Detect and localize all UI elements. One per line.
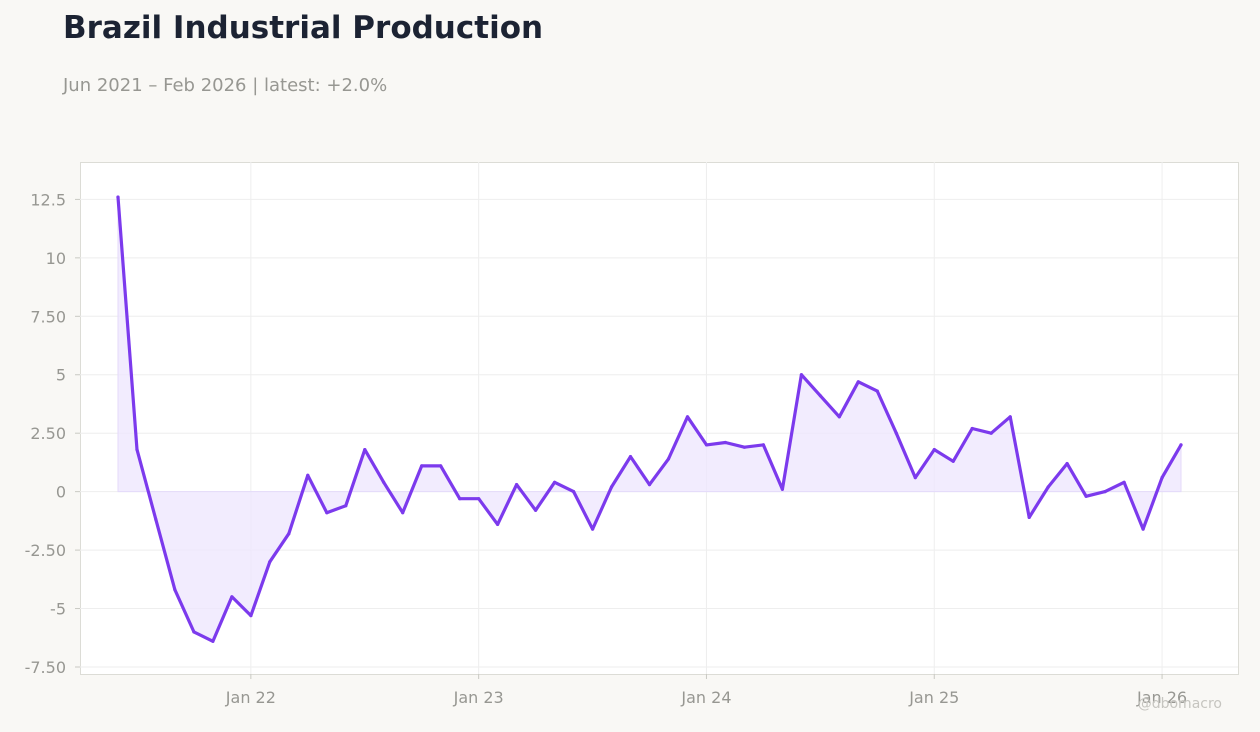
data-point <box>1027 515 1031 520</box>
x-tick-label: Jan 22 <box>225 688 276 707</box>
y-tick-label: 0 <box>56 483 66 502</box>
series-points <box>116 195 1183 643</box>
data-point <box>1008 415 1012 419</box>
data-point <box>1179 443 1183 447</box>
data-point <box>363 448 367 452</box>
data-point <box>420 464 424 468</box>
data-point <box>287 532 291 536</box>
y-tick-label: -5 <box>50 600 66 619</box>
y-axis-ticks: -7.50 -5 -2.50 0 2.50 5 7.50 10 12.5 <box>25 190 80 677</box>
y-tick-label: 10 <box>46 249 66 268</box>
data-point <box>325 511 329 515</box>
data-point <box>572 490 576 494</box>
data-point <box>970 426 974 431</box>
data-point <box>1084 494 1088 498</box>
data-point <box>401 511 405 515</box>
data-point <box>628 455 633 459</box>
data-point <box>515 483 519 487</box>
data-point <box>1046 485 1050 489</box>
x-axis-ticks: Jan 22 Jan 23 Jan 24 Jan 25 Jan 26 <box>225 674 1187 707</box>
data-point <box>192 630 196 634</box>
data-point <box>932 448 936 452</box>
data-point <box>723 440 728 445</box>
data-point <box>609 485 614 489</box>
data-point <box>780 487 785 491</box>
data-point <box>382 480 386 484</box>
y-tick-label: 2.50 <box>30 424 66 443</box>
data-point <box>439 464 443 468</box>
data-point <box>230 595 234 599</box>
data-point <box>818 394 823 398</box>
data-point <box>458 497 462 501</box>
data-point <box>704 443 709 447</box>
data-point <box>477 497 481 501</box>
data-point <box>1141 527 1145 531</box>
data-point <box>154 518 158 522</box>
y-tick-label: 7.50 <box>30 307 66 326</box>
data-point <box>837 415 841 419</box>
watermark: @dbomacro <box>1137 696 1222 712</box>
y-tick-label: -7.50 <box>25 658 66 677</box>
chart-title: Brazil Industrial Production <box>63 10 544 46</box>
x-tick-label: Jan 26 <box>1136 688 1187 707</box>
y-tick-label: 12.5 <box>30 190 66 209</box>
data-point <box>799 373 804 377</box>
data-point <box>268 560 272 564</box>
plot-area <box>80 162 1239 675</box>
data-point <box>249 614 253 618</box>
data-point <box>173 588 177 592</box>
data-point <box>894 431 898 435</box>
data-point <box>534 508 538 512</box>
data-point <box>306 473 310 477</box>
data-point <box>647 483 652 487</box>
data-point <box>913 476 917 480</box>
data-point <box>116 195 120 199</box>
chart-subtitle: Jun 2021 – Feb 2026 | latest: +2.0% <box>63 75 388 96</box>
data-point <box>989 431 993 435</box>
x-tick-label: Jan 24 <box>680 688 731 707</box>
data-point <box>856 380 860 384</box>
data-point <box>951 459 955 463</box>
data-point <box>761 443 766 447</box>
data-point <box>666 457 671 461</box>
data-point <box>875 389 879 393</box>
data-point <box>553 480 557 484</box>
data-point <box>135 448 139 452</box>
data-point <box>211 639 215 643</box>
data-point <box>591 527 595 531</box>
data-point <box>685 415 690 419</box>
data-point <box>1122 480 1126 484</box>
x-tick-label: Jan 23 <box>453 688 504 707</box>
data-point <box>1160 476 1164 480</box>
data-point <box>496 522 500 527</box>
data-point <box>1103 490 1107 494</box>
data-point <box>742 445 747 449</box>
data-point <box>344 504 348 508</box>
x-tick-label: Jan 25 <box>908 688 959 707</box>
y-tick-label: -2.50 <box>25 541 66 560</box>
y-tick-label: 5 <box>56 366 66 385</box>
data-point <box>1065 462 1069 466</box>
